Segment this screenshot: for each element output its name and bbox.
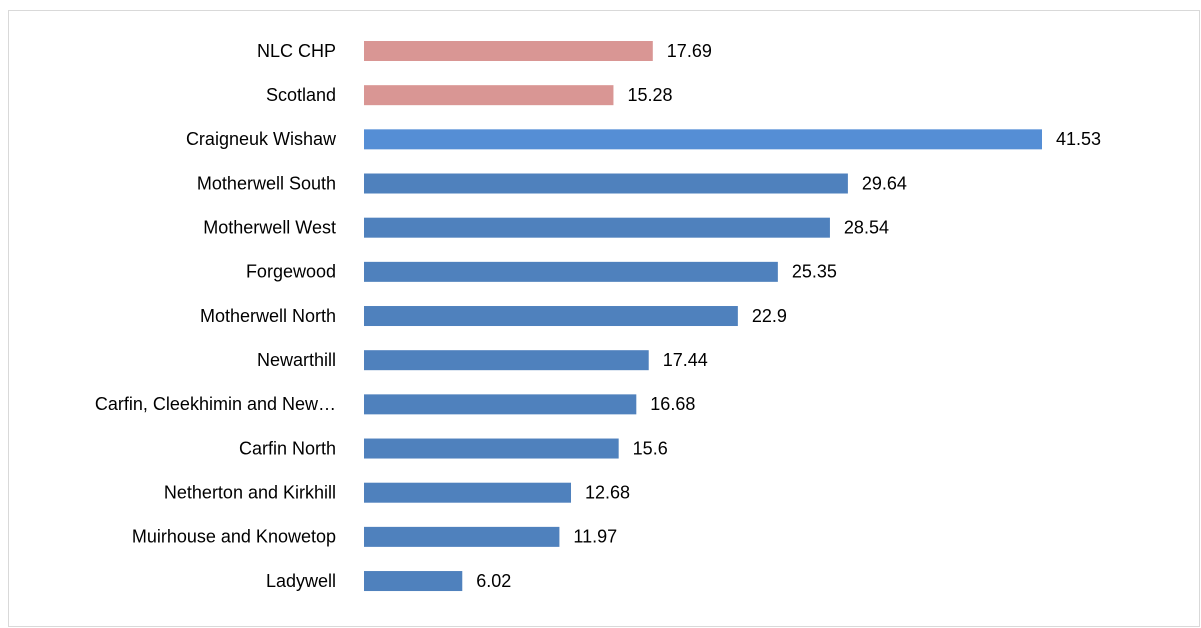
bar — [364, 526, 560, 547]
y-tick-label: Carfin, Cleekhimin and New… — [95, 394, 336, 414]
y-tick-label: Scotland — [266, 85, 336, 105]
bar — [364, 173, 848, 194]
y-tick-label: Newarthill — [257, 350, 336, 370]
data-label: 22.9 — [752, 306, 787, 326]
data-label: 6.02 — [476, 571, 511, 591]
data-label: 25.35 — [792, 262, 837, 282]
data-label: 16.68 — [650, 394, 695, 414]
data-label: 12.68 — [585, 482, 630, 502]
bar — [364, 41, 653, 61]
y-tick-label: Motherwell South — [197, 173, 336, 193]
bar — [364, 261, 778, 282]
bar — [364, 306, 738, 327]
y-tick-label: Motherwell West — [203, 217, 336, 237]
data-label: 15.6 — [633, 438, 668, 458]
y-tick-label: Netherton and Kirkhill — [164, 482, 336, 502]
data-label: 41.53 — [1056, 129, 1101, 149]
y-tick-label: NLC CHP — [257, 41, 336, 61]
bar — [364, 438, 619, 459]
y-tick-label: Motherwell North — [200, 306, 336, 326]
data-label: 11.97 — [573, 527, 617, 547]
bar — [364, 350, 649, 371]
y-tick-label: Forgewood — [246, 262, 336, 282]
bar — [364, 217, 830, 238]
y-tick-label: Ladywell — [266, 571, 336, 591]
data-label: 28.54 — [844, 217, 889, 237]
data-label: 17.69 — [667, 41, 712, 61]
y-tick-label: Craigneuk Wishaw — [186, 129, 337, 149]
data-label: 29.64 — [862, 173, 907, 193]
bar — [364, 482, 572, 503]
data-label: 17.44 — [663, 350, 708, 370]
bar — [364, 129, 1042, 150]
y-tick-label: Muirhouse and Knowetop — [132, 527, 336, 547]
bar — [364, 85, 614, 106]
y-tick-label: Carfin North — [239, 438, 336, 458]
bar — [364, 394, 637, 415]
bar — [364, 571, 463, 592]
data-label: 15.28 — [627, 85, 672, 105]
